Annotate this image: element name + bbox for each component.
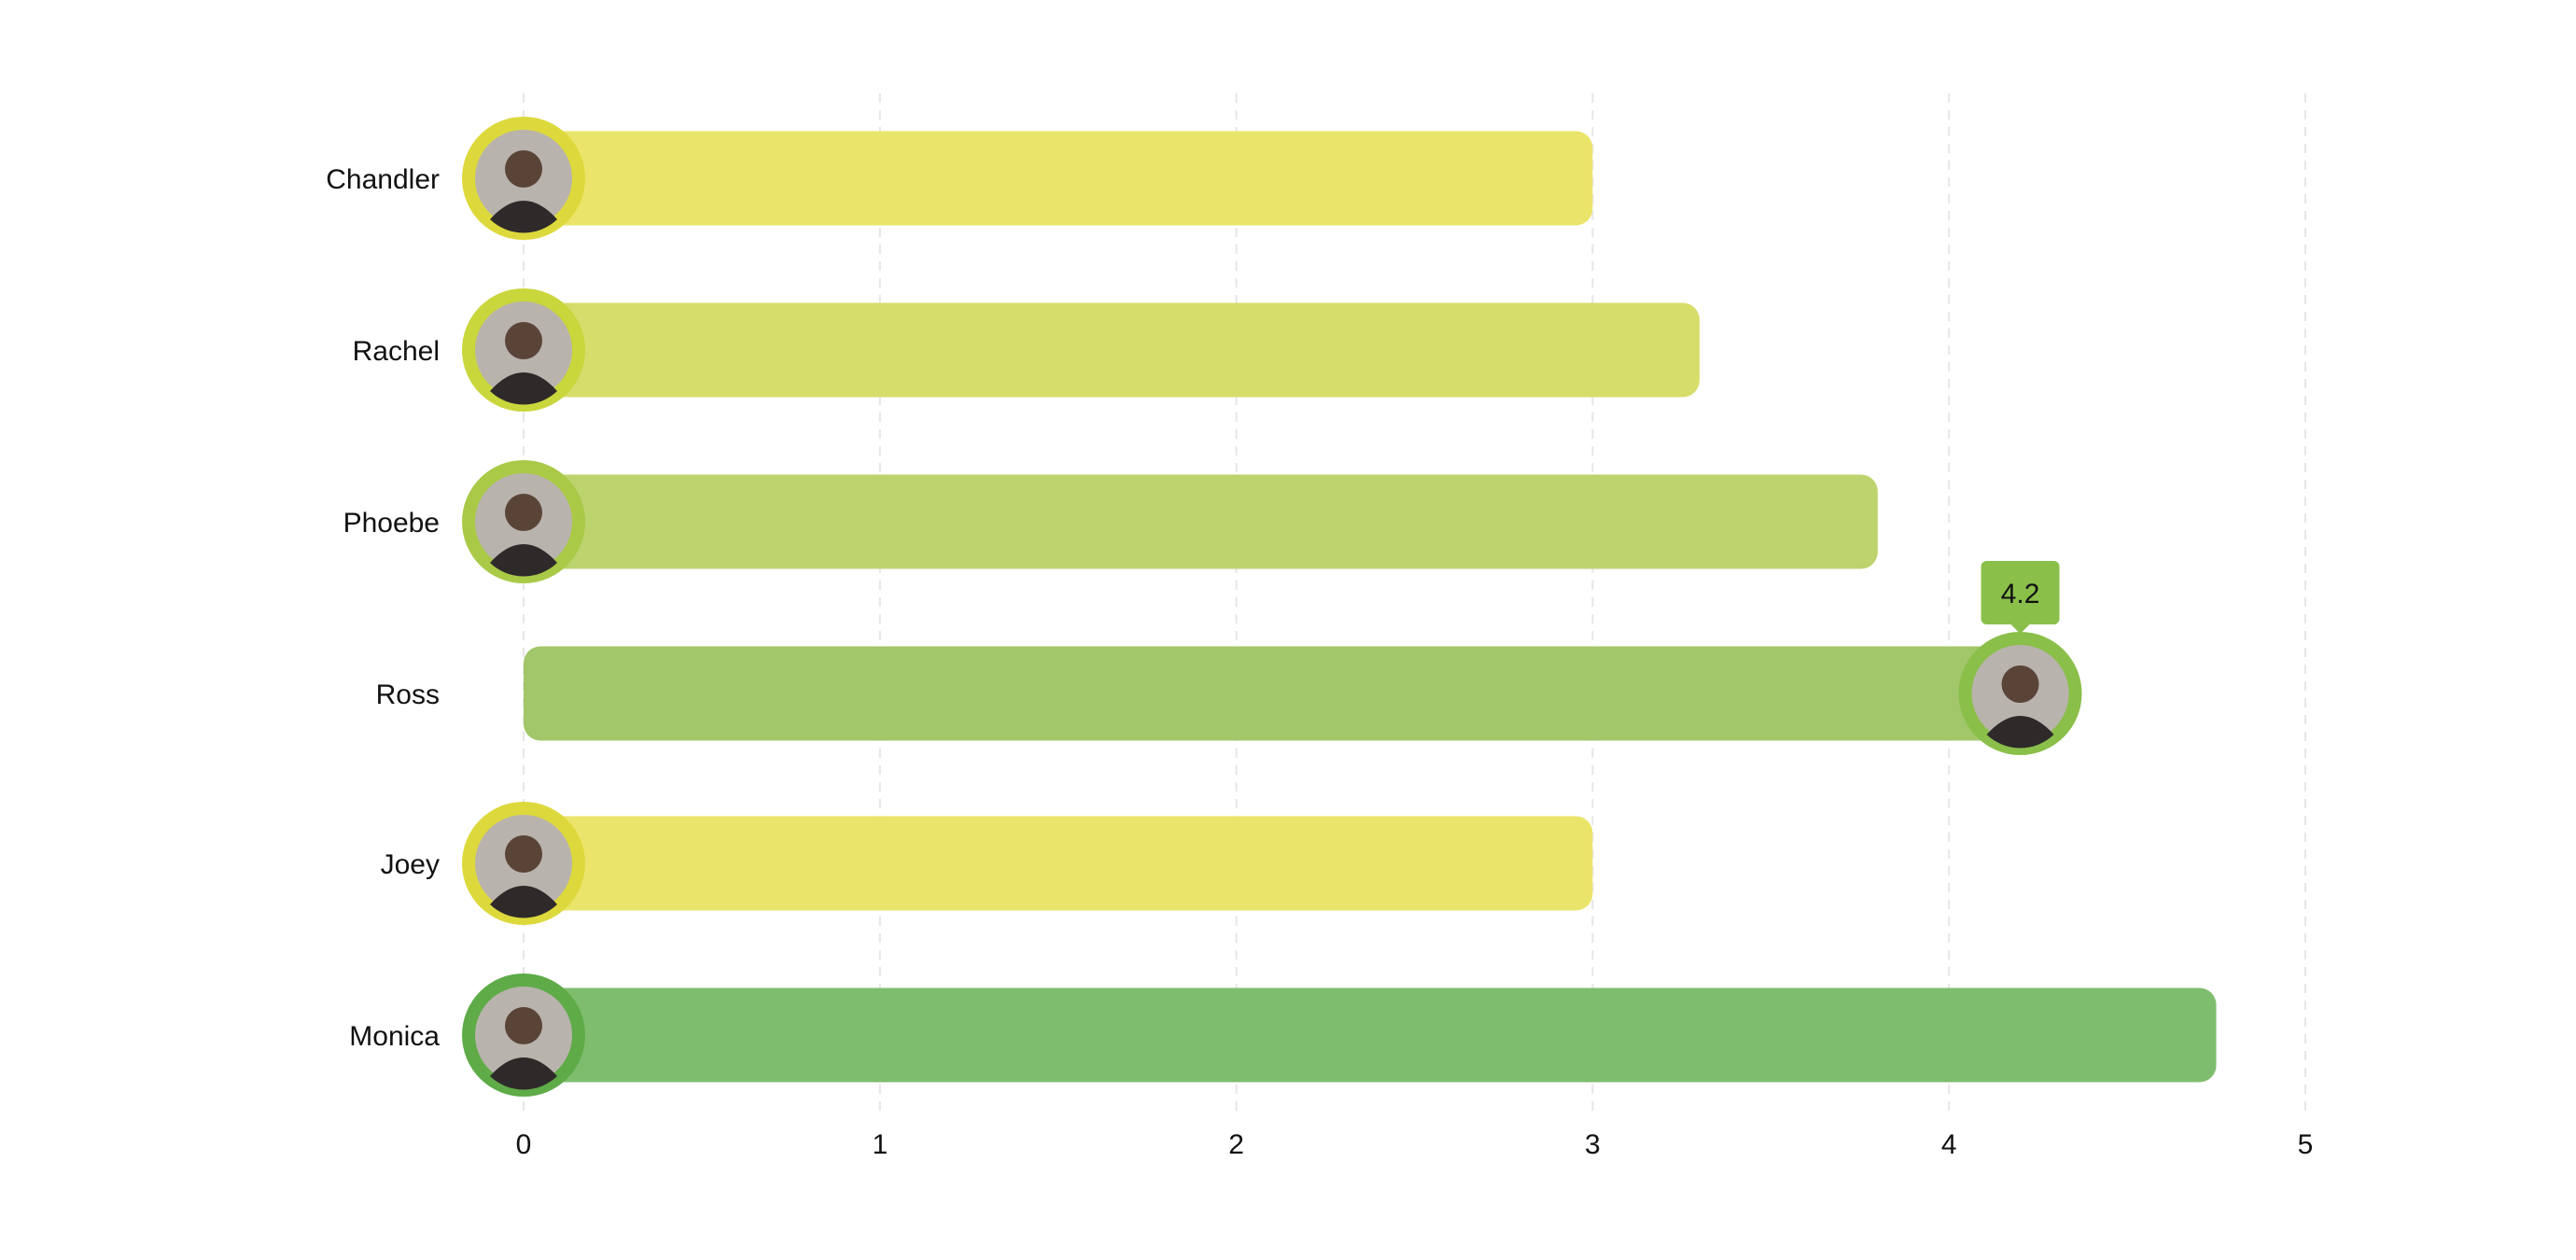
bar-phoebe [524, 474, 1878, 569]
avatar-ross [1958, 632, 2082, 755]
category-label: Ross [376, 679, 440, 710]
avatar-head [505, 150, 542, 188]
x-tick-label: 4 [1941, 1129, 1957, 1160]
bars [462, 117, 2217, 1097]
value-tooltip: 4.2 [1981, 561, 2060, 634]
avatar-shoulders [490, 372, 557, 405]
avatar-monica [462, 973, 585, 1097]
bar-joey [524, 816, 1593, 911]
avatar-shoulders [490, 201, 557, 233]
bar-chandler [524, 131, 1593, 226]
category-label: Monica [349, 1021, 440, 1052]
x-tick-label: 0 [516, 1129, 532, 1160]
bar-monica [524, 987, 2217, 1083]
x-tick-label: 5 [2298, 1129, 2314, 1160]
avatar-rachel [462, 288, 585, 412]
avatar-head [505, 322, 542, 359]
grid-lines [523, 93, 2306, 1111]
x-tick-label: 2 [1228, 1129, 1244, 1160]
avatar-phoebe [462, 460, 585, 583]
avatar-shoulders [490, 886, 557, 918]
x-tick-label: 1 [872, 1129, 888, 1160]
tooltip-text: 4.2 [2001, 579, 2040, 609]
x-tick-label: 3 [1585, 1129, 1601, 1160]
category-label: Joey [381, 849, 440, 880]
avatar-shoulders [490, 1057, 557, 1090]
category-label: Phoebe [343, 508, 440, 539]
x-axis-ticks: 0 1 2 3 4 5 [516, 1129, 2314, 1160]
avatar-shoulders [1986, 716, 2054, 749]
bar-ross [524, 646, 2021, 741]
avatar-shoulders [490, 544, 557, 577]
bar-rachel [524, 302, 1700, 398]
category-labels: Chandler Rachel Phoebe Ross Joey Monica [326, 164, 440, 1052]
avatar-head [505, 835, 542, 873]
avatar-chandler [462, 117, 585, 240]
category-label: Rachel [353, 336, 440, 367]
tooltip-pointer [2010, 624, 2030, 634]
avatar-joey [462, 802, 585, 925]
avatar-head [505, 494, 542, 531]
tooltip-box [1981, 561, 2060, 624]
avatar-head [505, 1007, 542, 1044]
avatar-head [2001, 665, 2039, 703]
category-label: Chandler [326, 164, 440, 195]
